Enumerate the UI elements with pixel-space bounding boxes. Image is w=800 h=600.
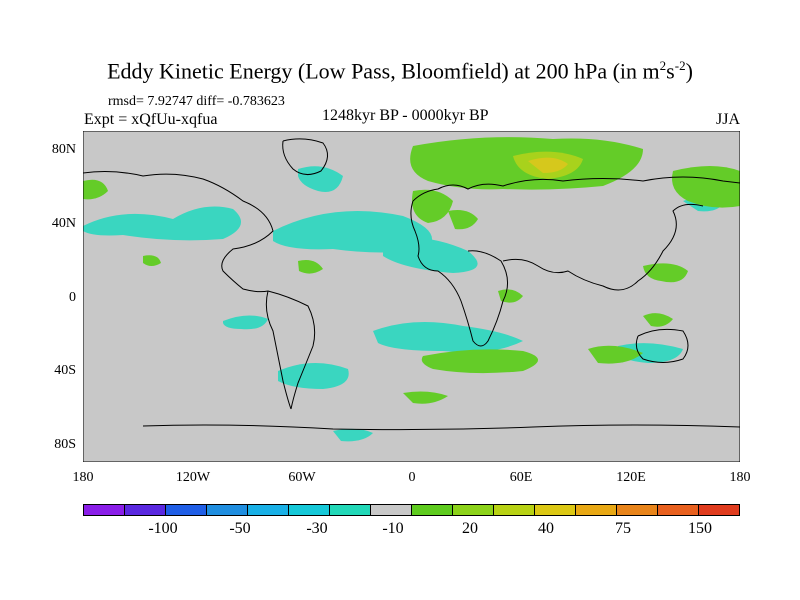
- colorbar-swatch: [617, 505, 658, 515]
- lon-label: 180: [729, 470, 751, 485]
- lat-label: 80N: [51, 142, 76, 157]
- colorbar-swatch: [699, 505, 739, 515]
- colorbar-label: 40: [538, 520, 554, 537]
- colorbar-swatch: [658, 505, 699, 515]
- colorbar-label: -50: [229, 520, 251, 537]
- max-positive-region: [528, 157, 568, 173]
- colorbar-swatch: [84, 505, 125, 515]
- map-title: Eddy Kinetic Energy (Low Pass, Bloomfiel…: [107, 58, 693, 84]
- colorbar-swatch: [289, 505, 330, 515]
- colorbar-label: -10: [382, 520, 404, 537]
- coastlines: [82, 138, 741, 431]
- colorbar-swatch: [248, 505, 289, 515]
- colorbar-swatch: [371, 505, 412, 515]
- colorbar-swatch: [207, 505, 248, 515]
- lat-label: 80S: [54, 437, 76, 452]
- lon-label: 60E: [509, 470, 533, 485]
- lon-label: 0: [408, 470, 416, 485]
- colorbar-label: 150: [688, 520, 712, 537]
- colorbar-swatch: [494, 505, 535, 515]
- period-label: 1248kyr BP - 0000kyr BP: [322, 107, 489, 124]
- lat-label: 40N: [51, 216, 76, 231]
- colorbar-swatch: [330, 505, 371, 515]
- lon-label: 180: [72, 470, 94, 485]
- colorbar-swatch: [166, 505, 207, 515]
- experiment-label: Expt = xQfUu-xqfua: [84, 111, 218, 128]
- stats-label: rmsd= 7.92747 diff= -0.783623: [108, 94, 285, 109]
- lat-label: 0: [69, 290, 76, 305]
- map-background: [83, 131, 740, 462]
- lon-label: 120E: [616, 470, 646, 485]
- lon-label: 120W: [175, 470, 211, 485]
- world-map: [82, 130, 741, 463]
- colorbar-swatch: [576, 505, 617, 515]
- colorbar-swatch: [453, 505, 494, 515]
- colorbar-swatch: [535, 505, 576, 515]
- colorbar-swatch: [412, 505, 453, 515]
- map-panel: [82, 130, 741, 463]
- colorbar: [83, 504, 740, 516]
- colorbar-label: 20: [462, 520, 478, 537]
- colorbar-label: 75: [615, 520, 631, 537]
- colorbar-label: -30: [306, 520, 328, 537]
- lat-label: 40S: [54, 363, 76, 378]
- colorbar-swatch: [125, 505, 166, 515]
- colorbar-label: -100: [148, 520, 178, 537]
- lon-label: 60W: [288, 470, 316, 485]
- season-label: JJA: [716, 111, 741, 128]
